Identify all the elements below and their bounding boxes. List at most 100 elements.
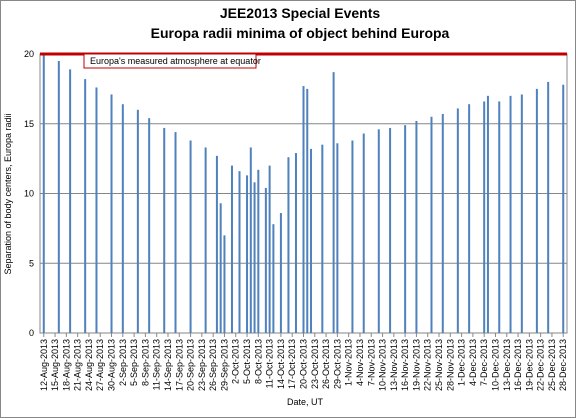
x-tick-label: 22-Dec-2013 [536, 339, 546, 391]
bar [249, 147, 252, 333]
bar [84, 79, 87, 333]
annotation-box [83, 53, 257, 69]
x-tick-label: 13-Dec-2013 [502, 339, 512, 391]
x-tick-label: 24-Aug-2013 [84, 339, 94, 391]
bar [483, 101, 486, 334]
bar [110, 94, 113, 333]
bar [279, 213, 282, 333]
bar [95, 87, 98, 333]
bar [321, 144, 324, 333]
x-tick-label: 2-Oct-2013 [231, 339, 241, 384]
annotation: Europa's measured atmosphere at equator [90, 56, 261, 66]
x-tick-label: 30-Aug-2013 [107, 339, 117, 391]
bar [404, 125, 407, 334]
bar [415, 120, 418, 334]
bar [332, 72, 335, 333]
bar [468, 104, 471, 333]
x-tick-label: 7-Dec-2013 [479, 339, 489, 386]
y-axis-label: Separation of body centers, Europa radii [3, 113, 13, 274]
bar [253, 182, 256, 333]
x-tick-label: 1-Nov-2013 [344, 339, 354, 386]
x-tick-label: 17-Sep-2013 [174, 339, 184, 391]
y-tick-label: 15 [24, 119, 34, 129]
x-tick-label: 11-Sep-2013 [152, 339, 162, 390]
bar [204, 147, 207, 333]
x-tick-label: 25-Nov-2013 [434, 339, 444, 391]
x-tick-label: 10-Dec-2013 [490, 339, 500, 391]
bar [189, 140, 192, 333]
bar [223, 235, 226, 333]
x-tick-label: 5-Oct-2013 [242, 339, 252, 384]
bar [389, 127, 392, 333]
x-tick-label: 17-Oct-2013 [287, 339, 297, 389]
x-tick-label: 4-Nov-2013 [355, 339, 365, 386]
y-tick-label: 0 [29, 328, 34, 338]
bar [306, 88, 309, 333]
x-tick-label: 28-Nov-2013 [445, 339, 455, 391]
x-tick-label: 26-Sep-2013 [208, 339, 218, 391]
y-tick-label: 20 [24, 49, 34, 59]
x-tick-label: 29-Sep-2013 [219, 339, 229, 391]
bar [294, 153, 297, 333]
x-tick-label: 13-Nov-2013 [389, 339, 399, 391]
bar [509, 95, 512, 333]
bar [562, 84, 565, 333]
x-tick-label: 1-Dec-2013 [457, 339, 467, 386]
bar [257, 169, 260, 333]
bar [351, 140, 354, 333]
bar [136, 109, 139, 333]
x-tick-label: 23-Oct-2013 [310, 339, 320, 389]
bar [498, 101, 501, 334]
x-tick-label: 14-Oct-2013 [276, 339, 286, 389]
x-tick-label: 20-Oct-2013 [299, 339, 309, 389]
bar [219, 203, 222, 333]
x-tick-label: 23-Sep-2013 [197, 339, 207, 391]
bar [362, 133, 365, 333]
bar [520, 94, 523, 333]
bar [174, 132, 177, 333]
x-tick-label: 11-Oct-2013 [265, 339, 275, 388]
bar [287, 157, 290, 333]
bar [302, 86, 305, 334]
bar [336, 143, 339, 333]
x-tick-label: 7-Nov-2013 [366, 339, 376, 386]
bar [535, 88, 538, 333]
bar [272, 224, 275, 333]
x-tick-label: 4-Dec-2013 [468, 339, 478, 386]
bar [547, 81, 550, 334]
bar [238, 171, 241, 333]
x-tick-label: 18-Aug-2013 [61, 339, 71, 391]
x-tick-label: 21-Aug-2013 [73, 339, 83, 391]
bar [456, 108, 459, 333]
x-tick-label: 5-Sep-2013 [129, 339, 139, 386]
x-tick-label: 19-Dec-2013 [524, 339, 534, 391]
y-tick-label: 10 [24, 189, 34, 199]
bar [486, 95, 489, 333]
bar [215, 155, 218, 333]
x-tick-label: 12-Aug-2013 [39, 339, 49, 391]
x-tick-label: 16-Nov-2013 [400, 339, 410, 391]
bar [264, 187, 267, 333]
x-tick-label: 20-Sep-2013 [186, 339, 196, 391]
x-tick-label: 2-Sep-2013 [118, 339, 128, 386]
y-tick-label: 5 [29, 258, 34, 268]
x-tick-label: 27-Aug-2013 [95, 339, 105, 391]
chart-title: JEE2013 Special Events [220, 5, 381, 21]
bar [163, 127, 166, 333]
x-tick-label: 25-Dec-2013 [547, 339, 557, 391]
bar [310, 148, 313, 333]
x-tick-label: 22-Nov-2013 [423, 339, 433, 391]
bar [246, 175, 249, 333]
x-tick-label: 10-Nov-2013 [378, 339, 388, 391]
x-tick-label: 16-Dec-2013 [513, 339, 523, 391]
x-tick-label: 29-Oct-2013 [332, 339, 342, 389]
bar [69, 69, 72, 333]
bar [230, 165, 233, 333]
bar [430, 116, 433, 334]
bar [57, 60, 60, 333]
bar [377, 129, 380, 333]
chart-subtitle: Europa radii minima of object behind Eur… [151, 25, 450, 41]
bar [441, 113, 444, 333]
bar [268, 165, 271, 333]
